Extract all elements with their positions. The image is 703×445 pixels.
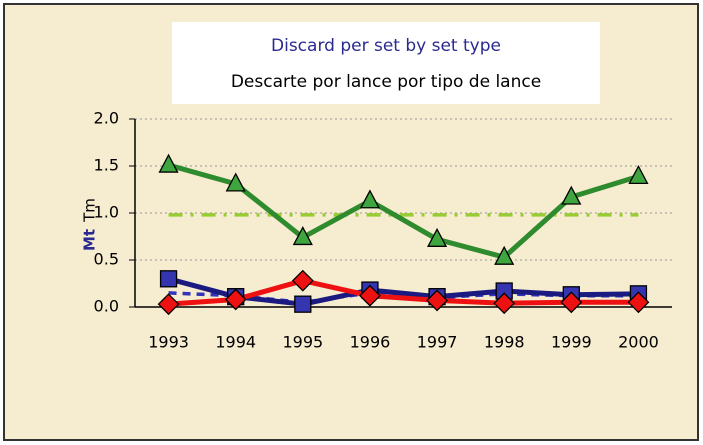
y-tick-label: 1.0 xyxy=(94,203,119,222)
chart-subtitle: Descarte por lance por tipo de lance xyxy=(231,72,541,92)
marker xyxy=(224,288,247,311)
x-tick-label: 2000 xyxy=(618,333,659,352)
marker xyxy=(494,245,515,265)
marker xyxy=(627,291,650,314)
series-line xyxy=(167,162,640,260)
marker xyxy=(493,292,516,315)
x-tick-label: 1993 xyxy=(148,333,189,352)
x-tick-label: 1995 xyxy=(282,333,323,352)
title-box xyxy=(172,22,600,104)
y-tick-label: 0.5 xyxy=(94,250,119,269)
y-tick-label: 2.0 xyxy=(94,109,119,128)
y-tick-label: 1.5 xyxy=(94,156,119,175)
x-tick-label: 1994 xyxy=(215,333,256,352)
marker xyxy=(292,226,313,246)
y-axis-title: Tm xyxy=(81,198,99,223)
chart-title: Discard per set by set type xyxy=(271,36,501,56)
marker xyxy=(628,164,649,184)
marker xyxy=(561,185,582,205)
marker xyxy=(291,269,314,292)
marker xyxy=(426,227,448,247)
marker xyxy=(159,270,178,288)
marker xyxy=(294,295,312,313)
y-tick-label: 0.0 xyxy=(94,297,119,316)
x-tick-label: 1996 xyxy=(350,333,391,352)
x-tick-label: 1997 xyxy=(417,333,458,352)
marker xyxy=(158,153,179,173)
y-axis-title: Mt xyxy=(81,229,99,251)
marker xyxy=(359,189,381,209)
series-line xyxy=(168,278,639,307)
marker xyxy=(359,284,381,307)
marker xyxy=(560,291,583,314)
x-tick-label: 1998 xyxy=(484,333,525,352)
marker xyxy=(225,172,246,192)
marker xyxy=(426,289,448,312)
x-tick-label: 1999 xyxy=(551,333,592,352)
marker xyxy=(157,293,180,316)
